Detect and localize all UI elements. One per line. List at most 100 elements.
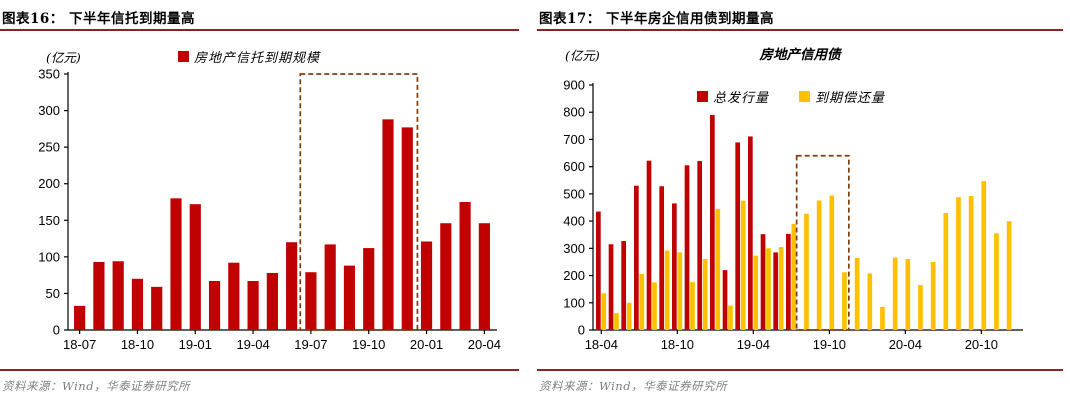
highlight-box [795, 154, 850, 331]
figure16-source-row: 资料来源：Wind，华泰证券研究所 [0, 369, 519, 394]
bar-repayment [1006, 221, 1012, 330]
bar-issuance [760, 234, 766, 330]
bars [596, 114, 1012, 330]
bar-repayment [702, 258, 708, 330]
bar [286, 242, 298, 330]
trust-maturity-bar-chart: 0 50 100 150 200 250 300 350 18-07 18-10 19-01 19-0… [38, 67, 501, 353]
y-tick-label: 900 [563, 78, 585, 93]
credit-bond-bar-chart: 0 100 200 300 400 500 600 700 800 900 18-04 18-10 19… [563, 78, 1023, 352]
bar-repayment [614, 313, 619, 330]
y-tick-label: 350 [38, 67, 60, 82]
bar-repayment [981, 181, 987, 330]
bar [266, 272, 278, 330]
x-tick-label: 20-04 [468, 337, 501, 352]
bar-repayment [804, 213, 809, 330]
figure17-source-row: 资料来源：Wind，华泰证券研究所 [537, 369, 1063, 394]
bar-repayment [892, 257, 898, 330]
bar-issuance [748, 136, 753, 330]
x-tick-label: 19-10 [352, 337, 385, 352]
x-tick-label: 18-04 [585, 337, 618, 352]
bar-repayment [728, 305, 733, 330]
y-tick-label: 0 [578, 323, 585, 338]
bar-repayment [778, 246, 784, 330]
legend-swatch-red [697, 91, 708, 102]
bar [131, 278, 144, 330]
bar-issuance [672, 203, 677, 330]
bar-issuance [621, 240, 627, 330]
bar-repayment [601, 293, 607, 330]
x-tick-label: 19-07 [294, 337, 327, 352]
x-tick-label: 20-10 [965, 337, 998, 352]
bar [478, 223, 490, 330]
figure16-y-axis-unit: (亿元) [46, 50, 81, 65]
bar [343, 265, 356, 330]
bar-issuance [773, 252, 779, 330]
bar-issuance [786, 233, 791, 330]
figure17-y-axis-unit: (亿元) [565, 48, 600, 63]
figure16-chart-area: (亿元) 房地产信托到期规模 0 50 100 150 200 250 300 350 18-0… [0, 31, 519, 369]
x-tick-label: 19-01 [179, 337, 212, 352]
bar-issuance [684, 165, 690, 330]
bar-repayment [956, 197, 961, 330]
axes: 0 100 200 300 400 500 600 700 800 900 18-04 18-10 19… [563, 78, 1023, 352]
x-tick-label: 19-04 [737, 337, 770, 352]
bar-repayment [930, 261, 936, 330]
y-tick-label: 150 [38, 213, 60, 228]
figure17-title: 图表17： 下半年房企信用债到期量高 [537, 0, 1063, 31]
bar [363, 248, 375, 330]
bar-repayment [880, 306, 885, 330]
bar-repayment [905, 258, 911, 330]
legend-label-issuance: 总发行量 [713, 91, 770, 106]
figure17-legend: 总发行量 到期偿还量 [697, 87, 885, 106]
bar-issuance [710, 114, 715, 330]
bar-issuance [634, 185, 639, 330]
y-tick-label: 100 [38, 249, 60, 264]
bar-repayment [753, 255, 759, 330]
y-tick-label: 250 [38, 140, 60, 155]
legend-swatch-yellow [799, 91, 811, 102]
figure17-panel: 图表17： 下半年房企信用债到期量高 (亿元) 房地产信用债 总发行量 到期偿还… [537, 0, 1063, 408]
figure17-chart-area: (亿元) 房地产信用债 总发行量 到期偿还量 0 100 200 300 400 500 6… [537, 31, 1063, 369]
chart-root: 0 100 200 300 400 500 600 700 800 900 18-04 18-10 19… [563, 78, 1023, 352]
bar-issuance [735, 142, 741, 330]
bar-repayment [816, 200, 822, 330]
bar-issuance [646, 160, 652, 330]
bar [459, 202, 471, 330]
bar-repayment [994, 233, 999, 330]
x-tick-label: 20-01 [410, 337, 443, 352]
bars [74, 119, 490, 330]
bar [305, 272, 317, 330]
bar-repayment [918, 285, 923, 330]
y-tick-label: 300 [563, 241, 585, 256]
bar-issuance [596, 211, 601, 330]
bar-repayment [829, 195, 835, 330]
bar-issuance [659, 186, 665, 330]
figure16-legend: 房地产信托到期规模 [178, 47, 320, 66]
bar [401, 127, 413, 330]
bar [420, 241, 433, 330]
bar-repayment [626, 302, 632, 330]
y-tick-label: 600 [563, 159, 585, 174]
bar [228, 262, 240, 330]
legend-item-repayment: 到期偿还量 [799, 87, 885, 106]
bar-repayment [715, 208, 721, 330]
bar-repayment [968, 196, 974, 330]
y-tick-label: 200 [38, 176, 60, 191]
bar [151, 286, 163, 330]
y-tick-label: 50 [46, 286, 60, 301]
bar-repayment [690, 282, 695, 330]
bar [440, 223, 452, 330]
figure16-panel: 图表16： 下半年信托到期量高 (亿元) 房地产信托到期规模 0 50 100 150… [0, 0, 519, 408]
y-tick-label: 400 [563, 214, 585, 229]
bar [112, 261, 124, 330]
x-tick-label: 18-07 [63, 337, 96, 352]
bar-issuance [697, 160, 703, 330]
chart-root: 0 50 100 150 200 250 300 350 18-07 18-10 19-01 19-0… [38, 67, 501, 353]
highlight-box [299, 73, 419, 331]
bar-repayment [842, 272, 847, 330]
legend-label-repayment: 到期偿还量 [815, 91, 886, 106]
bar-repayment [791, 223, 797, 330]
bar-repayment [664, 250, 670, 330]
y-tick-label: 700 [563, 132, 585, 147]
